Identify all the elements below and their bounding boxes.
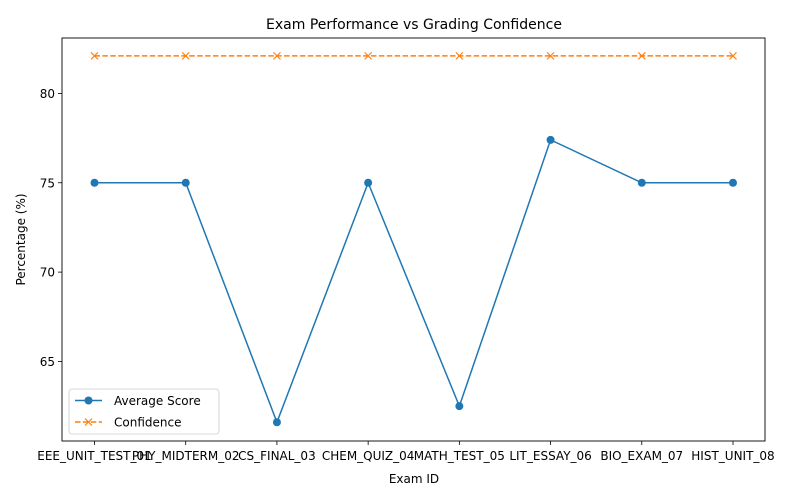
y-tick-label: 65: [40, 355, 55, 369]
x-tick-label: CS_FINAL_03: [238, 449, 316, 463]
x-tick-label: HIST_UNIT_08: [691, 449, 774, 463]
average-score-point: [729, 178, 737, 187]
x-tick-label: LIT_ESSAY_06: [509, 449, 591, 463]
confidence-point: [455, 51, 464, 60]
legend-marker: [84, 396, 93, 405]
average-score-point: [272, 418, 281, 427]
y-tick-label: 80: [40, 87, 55, 101]
confidence-point: [90, 51, 99, 60]
average-score-point: [90, 178, 99, 187]
y-tick-label: 70: [40, 266, 55, 280]
legend: Average Score Confidence: [68, 388, 220, 435]
average-score-point: [546, 135, 555, 144]
confidence-point: [364, 51, 373, 60]
average-score-point: [181, 178, 190, 187]
legend-label: Average Score: [114, 394, 201, 408]
average-score-point: [637, 178, 646, 187]
x-tick-label: BIO_EXAM_07: [600, 449, 683, 463]
legend-entry-average-score: Average Score: [75, 394, 201, 408]
y-tick-label: 75: [40, 176, 55, 190]
x-tick-label: MATH_TEST_05: [414, 449, 505, 463]
confidence-point: [273, 51, 281, 60]
chart-title: Exam Performance vs Grading Confidence: [266, 17, 562, 33]
x-tick-label: CHEM_QUIZ_04: [322, 449, 415, 463]
confidence-point: [546, 51, 555, 60]
legend-frame: [68, 388, 220, 435]
x-axis-label: Exam ID: [389, 472, 439, 486]
x-tick-label: EEE_UNIT_TEST_01: [37, 449, 152, 463]
confidence-point: [181, 51, 190, 60]
legend-label: Confidence: [114, 416, 181, 430]
legend-entry-confidence: Confidence: [75, 416, 181, 430]
plot-area-frame: [61, 37, 766, 442]
confidence-point: [729, 51, 737, 60]
confidence-point: [637, 51, 646, 60]
average-score-line: [94, 138, 733, 425]
average-score-point: [364, 178, 373, 187]
average-score-point: [455, 402, 464, 411]
y-axis-label: Percentage (%): [14, 193, 28, 285]
legend-marker: [84, 418, 93, 426]
x-tick-label: PHY_MIDTERM_02: [132, 449, 240, 463]
